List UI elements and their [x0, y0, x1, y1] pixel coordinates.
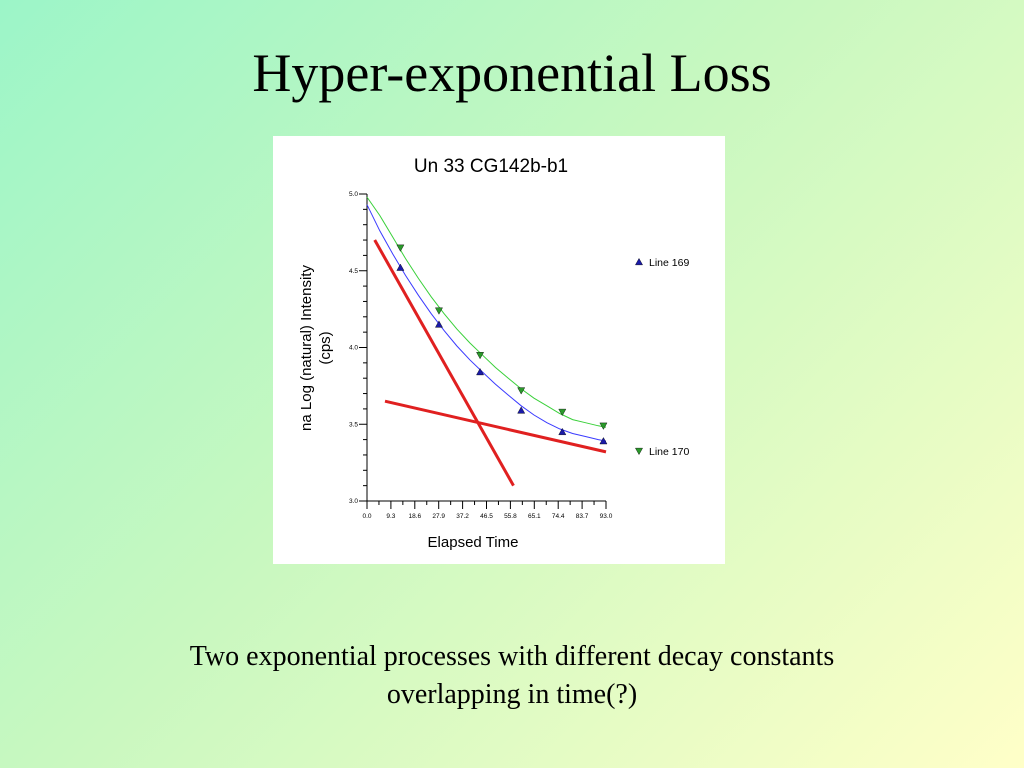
x-tick-label: 9.3: [386, 513, 395, 520]
legend-marker-1: [635, 257, 643, 266]
chart: Un 33 CG142b-b1 na Log (natural) Intensi…: [298, 156, 689, 551]
x-tick-label: 46.5: [480, 513, 493, 520]
slow-decay-line: [384, 399, 607, 454]
legend-marker-2: [635, 447, 643, 456]
data-point-series-1: [517, 406, 526, 414]
slide-caption: Two exponential processes with different…: [0, 638, 1024, 714]
data-point-series-1: [558, 427, 567, 436]
plot-panel: Un 33 CG142b-b1 na Log (natural) Intensi…: [273, 136, 725, 564]
y-tick-label: 4.0: [349, 345, 358, 352]
data-point-series-2: [599, 422, 608, 430]
x-tick-label: 37.2: [456, 513, 469, 520]
y-axis-label-line1: na Log (natural) Intensity: [298, 265, 315, 431]
y-axis-label-line2: (cps): [317, 331, 334, 364]
plot-area: 0.0 9.3 18.6 27.9 37.2 46.5 55.8 65.1 74.4 83.7 93…: [349, 191, 689, 520]
x-tick-label: 93.0: [600, 513, 613, 520]
data-point-series-1: [599, 437, 608, 445]
chart-title: Un 33 CG142b-b1: [414, 156, 568, 177]
x-tick-label: 27.9: [432, 513, 445, 520]
y-axis-label: na Log (natural) Intensity (cps): [298, 265, 334, 431]
x-tick-label: 55.8: [504, 513, 517, 520]
caption-line-2: overlapping in time(?): [386, 679, 638, 710]
data-point-series-2: [517, 387, 526, 395]
fit-curve-1: [366, 204, 607, 442]
data-point-series-2: [558, 408, 567, 416]
data-point-series-2: [396, 244, 405, 252]
fit-curve-2: [366, 196, 607, 428]
data-point-series-2: [435, 307, 443, 315]
x-tick-label: 83.7: [576, 513, 589, 520]
x-tick-label: 65.1: [528, 513, 541, 520]
data-point-series-2: [476, 352, 485, 360]
x-tick-label: 74.4: [552, 513, 565, 520]
slide-title: Hyper-exponential Loss: [252, 43, 772, 103]
data-point-series-1: [435, 320, 443, 328]
data-point-series-1: [476, 368, 485, 376]
x-tick-label: 18.6: [408, 513, 421, 520]
data-point-series-1: [396, 263, 405, 271]
caption-line-1: Two exponential processes with different…: [189, 641, 835, 672]
x-tick-label: 0.0: [362, 513, 371, 520]
x-axis-label: Elapsed Time: [428, 534, 519, 551]
y-tick-label: 5.0: [349, 191, 358, 198]
y-tick-label: 4.5: [349, 268, 358, 275]
fast-decay-line: [373, 239, 515, 487]
y-tick-label: 3.0: [349, 498, 358, 505]
y-tick-label: 3.5: [349, 421, 358, 428]
legend-label-1: Line 169: [649, 257, 689, 269]
legend-label-2: Line 170: [649, 446, 689, 458]
